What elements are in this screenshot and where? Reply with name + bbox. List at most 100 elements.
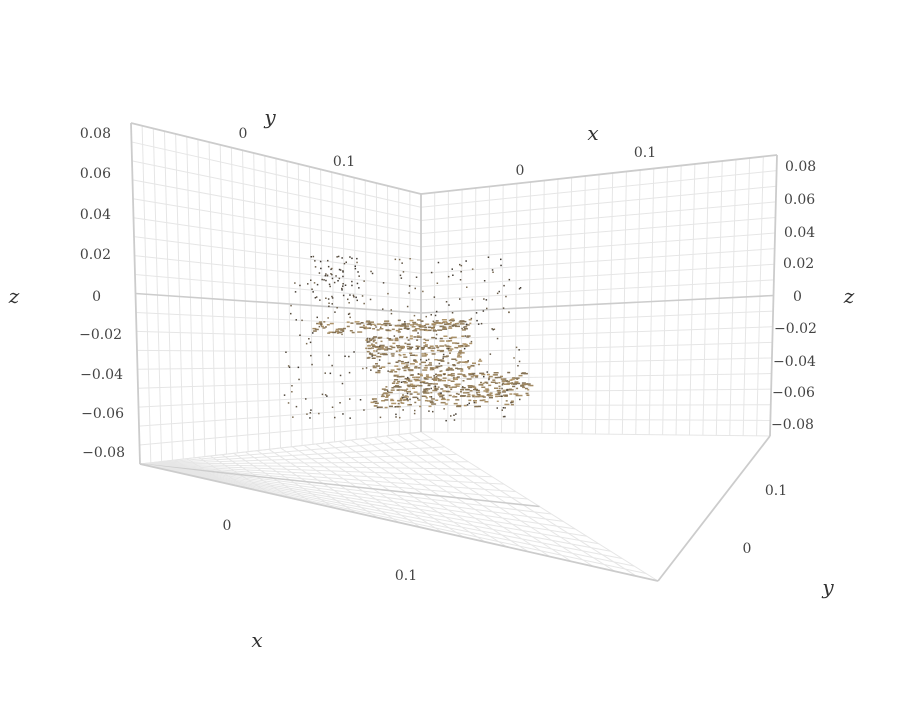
data-point [430,391,433,394]
data-point [510,403,514,406]
data-point [475,389,480,392]
data-point [384,399,389,401]
data-point [515,346,518,349]
data-point [466,388,470,391]
data-point [504,394,508,397]
data-point [287,402,290,404]
data-point [401,262,403,264]
data-point [320,324,322,326]
data-point [428,358,430,361]
data-point [470,317,473,320]
data-point [446,368,451,370]
data-point [467,366,471,369]
data-point [382,308,384,310]
data-point [380,324,384,326]
data-point [358,287,360,289]
data-point [484,401,489,403]
data-point [335,328,340,331]
back-right-wall-gridline-v [420,418,771,421]
data-point [329,372,332,375]
data-point [346,325,350,328]
data-point [429,401,434,404]
data-point [374,346,379,348]
data-point [345,261,347,263]
data-point [481,373,486,376]
data-point [309,341,312,344]
data-point [460,264,463,267]
data-point [380,326,382,328]
frame-edge [139,463,659,582]
data-point [517,365,519,367]
data-point [312,332,314,334]
data-point [395,386,401,388]
data-point [508,311,510,313]
data-point [370,344,375,346]
data-point [365,347,368,350]
data-point [385,324,388,327]
data-point [454,323,459,325]
data-point [475,312,478,314]
data-point [324,274,327,277]
data-point [526,383,531,385]
data-point [383,392,389,394]
data-point [438,394,443,396]
back-left-wall-gridline-v [136,349,422,354]
data-point [399,335,404,338]
back-left-wall-gridline-v [134,255,422,288]
data-point [399,354,402,357]
data-point [312,255,315,258]
data-point [472,395,476,398]
data-point [492,379,496,381]
data-point [423,342,427,344]
data-point [484,381,488,384]
data-point [422,391,427,393]
data-point [457,345,462,347]
data-point [450,369,455,371]
data-point [437,379,442,381]
back-right-wall-gridline-v [420,170,777,208]
data-point [472,362,476,364]
data-point [307,283,309,285]
data-point [493,372,499,374]
data-point [492,271,494,273]
data-point [432,368,435,371]
data-point [295,319,297,321]
data-point [475,376,479,378]
data-point [459,298,461,300]
data-point [459,320,465,322]
data-point [511,382,514,384]
back-right-wall-gridline-v [420,216,776,248]
data-point [369,323,375,326]
data-point [522,386,526,389]
data-point [508,278,511,281]
z-tick-left-0.02: 0.02 [80,247,111,263]
data-point [460,270,462,273]
z-tick-right-0.02: 0.02 [783,256,814,272]
data-point [479,399,484,402]
data-point [419,381,425,384]
data-point [486,373,490,376]
data-point [502,307,505,309]
data-point [331,273,333,276]
data-point [395,416,397,418]
data-point [370,324,372,326]
data-point [469,390,473,392]
floor-gridline-v [139,461,469,465]
data-point [351,257,353,260]
data-point [396,376,402,378]
data-point [424,382,428,384]
data-point [407,376,409,379]
data-point [320,325,324,328]
data-point [435,333,438,336]
data-point [378,337,380,339]
data-point [496,292,499,295]
back-left-wall-gridline-v [133,217,422,261]
data-point [417,332,419,334]
data-point [440,365,443,367]
data-point [449,337,451,339]
data-point [433,375,435,377]
data-point [505,380,508,382]
data-point [384,320,389,323]
data-point [407,339,410,341]
